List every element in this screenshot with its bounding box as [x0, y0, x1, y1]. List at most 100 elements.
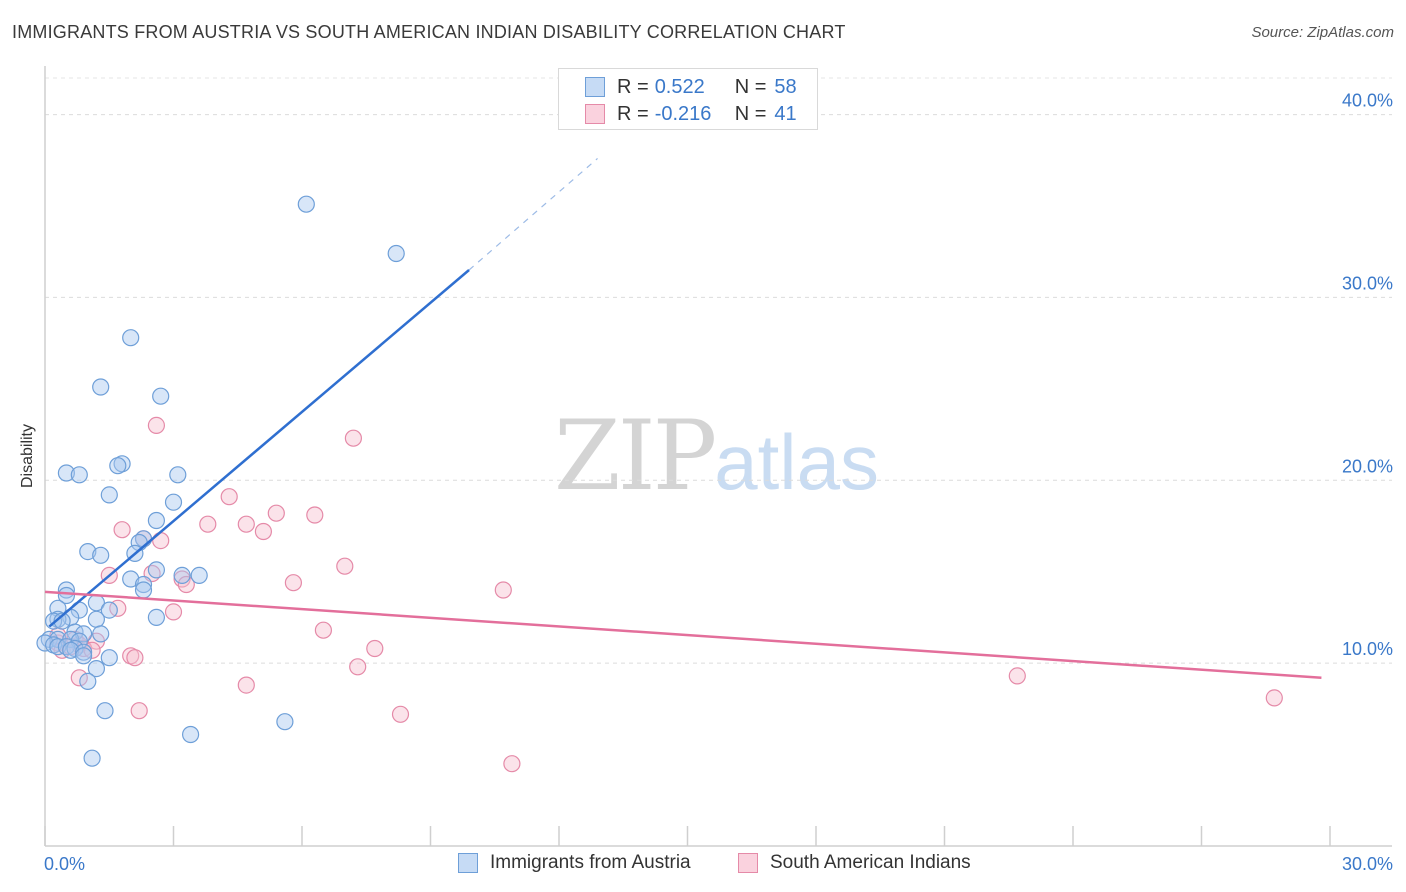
point-south-american-indians: [494, 581, 512, 599]
legend-r-value: -0.216: [654, 102, 712, 125]
source-label: Source: ZipAtlas.com: [1251, 24, 1394, 41]
point-south-american-indians: [113, 521, 131, 539]
point-south-american-indians: [284, 574, 302, 592]
y-tick-label: 10.0%: [1342, 639, 1393, 659]
point-south-american-indians: [306, 506, 324, 524]
point-austria: [164, 493, 183, 511]
legend-r-label: R =: [617, 102, 649, 125]
gridlines: [45, 77, 1392, 664]
point-austria: [297, 195, 315, 213]
point-austria: [147, 608, 165, 627]
legend-row-south-american-indians: R = -0.216 N = 41: [585, 101, 797, 127]
point-austria: [134, 581, 153, 599]
point-austria: [387, 244, 405, 263]
point-south-american-indians: [1008, 667, 1026, 685]
y-tick-label: 20.0%: [1342, 456, 1393, 476]
watermark-atlas: atlas: [714, 418, 879, 506]
point-south-american-indians: [70, 669, 88, 687]
point-austria: [152, 387, 170, 405]
x-tick-label: 30.0%: [1342, 854, 1393, 874]
point-austria: [57, 586, 76, 605]
point-south-american-indians: [336, 557, 354, 575]
point-south-american-indians: [220, 488, 238, 506]
series-swatch-south-american-indians: [738, 853, 758, 873]
point-austria: [100, 649, 118, 667]
series-legend-south-american-indians[interactable]: South American Indians: [738, 852, 971, 874]
legend-n-value: 58: [774, 75, 797, 98]
point-south-american-indians: [237, 676, 255, 694]
point-south-american-indians: [503, 755, 521, 773]
point-south-american-indians: [199, 515, 217, 533]
y-tick-label: 40.0%: [1342, 91, 1393, 111]
point-austria: [74, 647, 93, 665]
trendline-austria-extension: [468, 158, 598, 271]
stats-legend: R = 0.522 N = 58 R = -0.216 N = 41: [558, 68, 818, 130]
legend-r-value: 0.522: [654, 75, 705, 98]
series-legend: Immigrants from Austria South American I…: [0, 852, 1406, 878]
point-south-american-indians: [164, 603, 183, 621]
point-austria: [79, 672, 97, 691]
tick-labels: 10.0% 20.0% 30.0% 40.0% 0.0% 30.0%: [44, 91, 1393, 874]
watermark: ZIPatlas: [554, 400, 879, 512]
data-points: [36, 195, 1283, 773]
series-name-austria: Immigrants from Austria: [490, 852, 691, 873]
series-swatch-austria: [458, 853, 478, 873]
point-austria: [70, 466, 88, 484]
point-south-american-indians: [314, 621, 332, 639]
point-austria: [122, 570, 140, 588]
trendline-austria: [48, 269, 470, 628]
point-austria: [169, 466, 187, 484]
point-south-american-indians: [1265, 689, 1283, 707]
point-south-american-indians: [177, 575, 195, 594]
point-austria: [122, 329, 140, 347]
legend-row-austria: R = 0.522 N = 58: [585, 74, 797, 100]
point-austria: [57, 464, 76, 482]
y-tick-label: 30.0%: [1342, 273, 1393, 293]
point-austria: [96, 702, 114, 720]
chart-title: IMMIGRANTS FROM AUSTRIA VS SOUTH AMERICA…: [12, 22, 846, 42]
point-south-american-indians: [109, 599, 127, 617]
point-austria: [100, 601, 118, 619]
point-south-american-indians: [152, 531, 170, 550]
point-south-american-indians: [344, 429, 362, 447]
point-austria: [79, 542, 97, 561]
point-austria: [190, 566, 208, 585]
point-south-american-indians: [147, 416, 165, 434]
point-south-american-indians: [254, 522, 272, 541]
legend-n-label: N =: [734, 102, 767, 125]
point-austria: [92, 546, 110, 564]
point-austria: [87, 659, 106, 678]
legend-n-value: 41: [774, 102, 797, 125]
point-austria: [100, 486, 118, 504]
point-south-american-indians: [267, 504, 285, 522]
point-south-american-indians: [391, 705, 410, 723]
point-south-american-indians: [126, 649, 144, 667]
trend-lines: [44, 158, 1322, 680]
point-austria: [87, 610, 106, 628]
legend-r-label: R =: [617, 75, 649, 98]
series-name-south-american-indians: South American Indians: [770, 852, 971, 873]
trendline-south-american-indians: [44, 590, 1322, 680]
x-tick-label: 0.0%: [44, 854, 85, 874]
legend-n-label: N =: [734, 75, 767, 98]
axes: [44, 66, 1392, 847]
point-austria: [147, 561, 165, 579]
point-austria: [134, 575, 153, 594]
point-austria: [173, 566, 191, 585]
point-austria: [92, 378, 110, 396]
point-south-american-indians: [237, 515, 255, 533]
watermark-zip: ZIP: [554, 400, 717, 512]
point-austria: [62, 641, 80, 659]
point-austria: [92, 625, 110, 643]
y-axis-label: Disability: [19, 423, 36, 489]
point-south-american-indians: [349, 658, 367, 676]
series-legend-austria[interactable]: Immigrants from Austria: [458, 852, 691, 874]
legend-swatch-austria: [585, 77, 605, 97]
point-austria: [276, 713, 294, 731]
point-south-american-indians: [366, 639, 384, 658]
point-austria: [109, 457, 127, 475]
point-south-american-indians: [130, 702, 148, 720]
point-austria: [182, 725, 200, 744]
point-austria: [147, 511, 165, 530]
